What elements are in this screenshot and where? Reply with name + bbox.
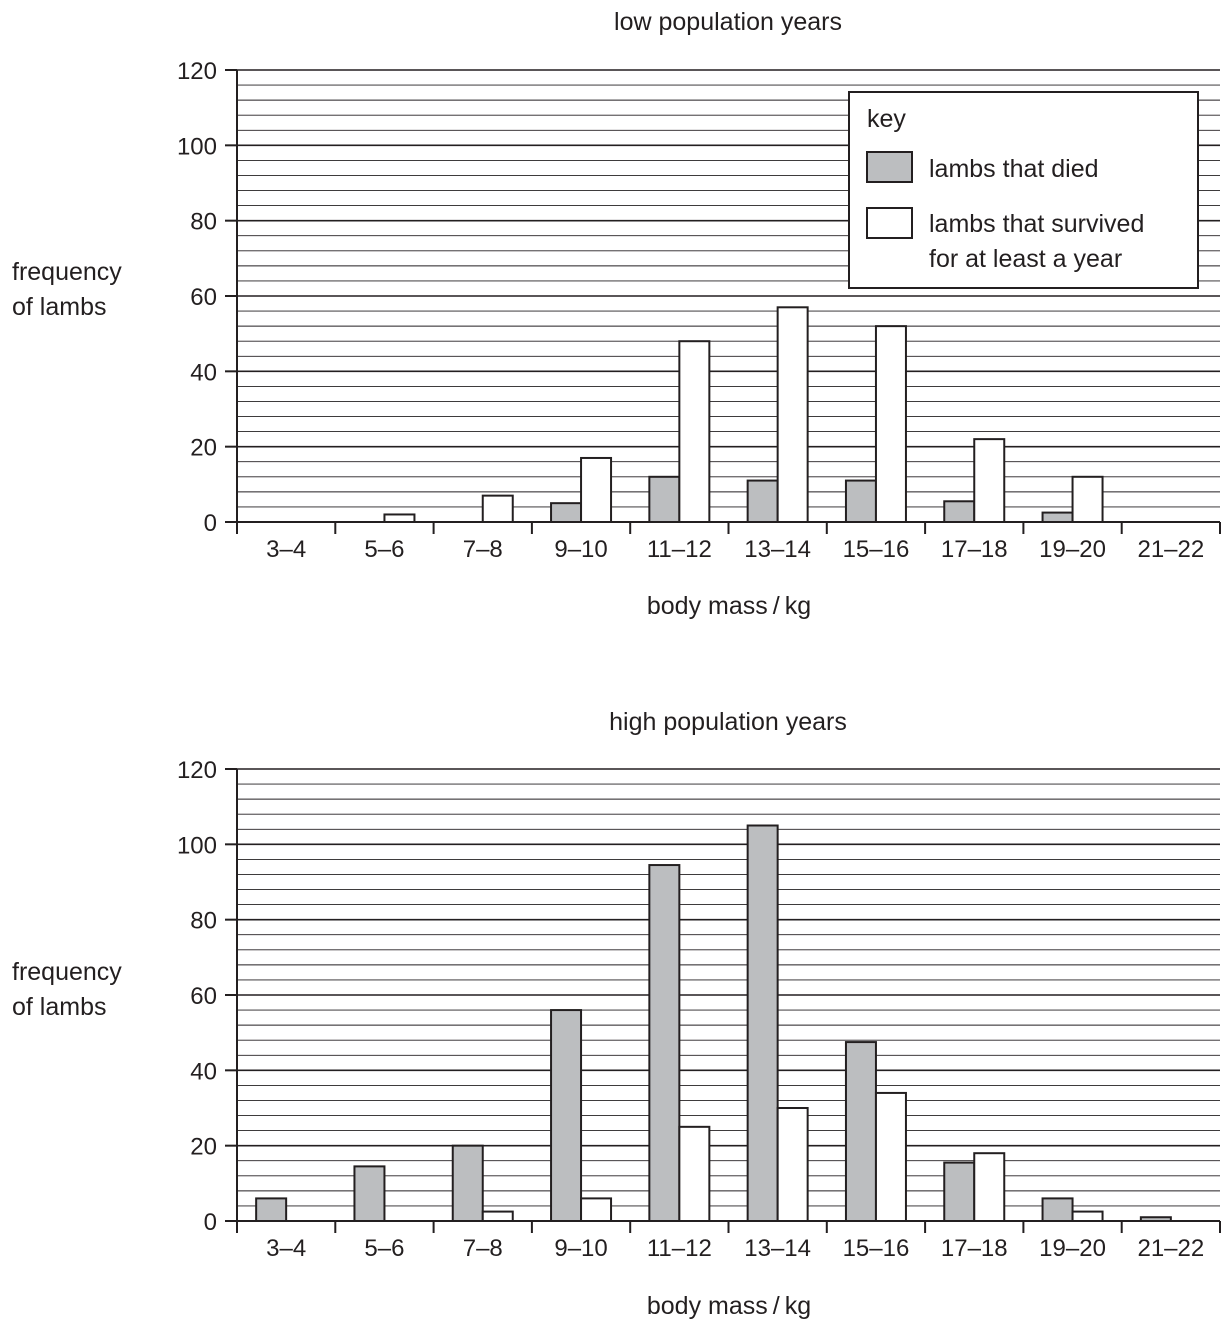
bar-died-11–12 (648, 475, 681, 523)
y-tick-label: 100 (177, 832, 217, 859)
x-tick-label: 7–8 (463, 536, 503, 563)
y-tick-labels: 0 20 40 60 80 100 120 (177, 58, 217, 537)
y-tick-label: 80 (190, 908, 217, 935)
x-tick-label: 3–4 (266, 536, 306, 563)
legend-label-survived-line2: for at least a year (929, 245, 1122, 273)
y-tick-label: 120 (177, 58, 217, 85)
x-tick-label: 15–16 (843, 1235, 910, 1262)
legend: key lambs that died lambs that survived … (848, 91, 1199, 289)
bars (255, 824, 1172, 1223)
y-tick-labels: 0 20 40 60 80 100 120 (177, 757, 217, 1236)
x-tick-label: 19–20 (1039, 1235, 1106, 1262)
axes (225, 768, 1221, 1233)
x-tick-label: 9–10 (554, 536, 607, 563)
y-tick-label: 80 (190, 209, 217, 236)
y-axis-label-line1: frequency (12, 958, 122, 986)
bar-survived-9–10 (580, 456, 613, 524)
bar-survived-17–18 (973, 438, 1006, 523)
x-tick-label: 21–22 (1137, 536, 1204, 563)
legend-title: key (867, 105, 906, 133)
y-tick-label: 20 (190, 435, 217, 462)
bar-died-11–12 (648, 864, 681, 1222)
chart-title: low population years (614, 8, 842, 36)
x-tick-label: 7–8 (463, 1235, 503, 1262)
x-tick-label: 19–20 (1039, 536, 1106, 563)
bar-survived-5–6 (383, 513, 416, 524)
bar-survived-19–20 (1071, 475, 1104, 523)
bar-survived-15–16 (874, 325, 907, 523)
x-tick-label: 5–6 (364, 536, 404, 563)
bar-survived-9–10 (580, 1197, 613, 1223)
bar-survived-13–14 (776, 1107, 809, 1222)
y-tick-label: 40 (190, 1058, 217, 1085)
gridlines (237, 768, 1220, 1207)
y-tick-label: 40 (190, 359, 217, 386)
legend-swatch-died (866, 151, 913, 183)
x-tick-label: 17–18 (941, 536, 1008, 563)
x-tick-label: 15–16 (843, 536, 910, 563)
bar-survived-17–18 (973, 1152, 1006, 1222)
x-tick-label: 13–14 (744, 536, 811, 563)
low-population-chart: low population years frequency of lambs … (12, 8, 1221, 620)
y-tick-label: 100 (177, 133, 217, 160)
axes (225, 69, 1221, 534)
x-tick-labels: 3–4 5–6 7–8 9–10 11–12 13–14 15–16 17–18 19–20 21… (266, 536, 1204, 563)
bar-died-13–14 (746, 479, 779, 524)
y-tick-label: 120 (177, 757, 217, 784)
bar-died-3–4 (255, 1197, 288, 1223)
y-tick-label: 20 (190, 1134, 217, 1161)
high-population-chart: high population years frequency of lambs… (12, 708, 1221, 1320)
bar-died-5–6 (353, 1165, 386, 1222)
x-axis-label: body mass / kg (647, 592, 811, 620)
y-axis-label-line2: of lambs (12, 993, 106, 1021)
bar-died-15–16 (844, 479, 877, 524)
bar-died-17–18 (943, 1161, 976, 1223)
bar-survived-19–20 (1071, 1210, 1104, 1223)
bar-survived-15–16 (874, 1091, 907, 1223)
x-axis-label: body mass / kg (647, 1292, 811, 1320)
x-tick-label: 3–4 (266, 1235, 306, 1262)
bar-died-9–10 (550, 1009, 583, 1222)
legend-swatch-survived (866, 207, 913, 239)
x-tick-label: 17–18 (941, 1235, 1008, 1262)
bar-died-7–8 (451, 1144, 484, 1222)
bar-survived-7–8 (481, 1210, 514, 1223)
bars (383, 306, 1104, 524)
bar-died-17–18 (943, 500, 976, 523)
bar-died-19–20 (1041, 1197, 1074, 1223)
x-tick-label: 9–10 (554, 1235, 607, 1262)
x-tick-label: 21–22 (1137, 1235, 1204, 1262)
x-tick-label: 13–14 (744, 1235, 811, 1262)
bar-survived-7–8 (481, 494, 514, 523)
y-tick-label: 0 (204, 1209, 217, 1236)
chart-title: high population years (609, 708, 847, 736)
y-tick-label: 0 (204, 510, 217, 537)
y-axis-label-line2: of lambs (12, 293, 106, 321)
y-axis-label-line1: frequency (12, 258, 122, 286)
legend-box (848, 91, 1199, 289)
legend-label-survived-line1: lambs that survived (929, 210, 1144, 238)
y-tick-label: 60 (190, 983, 217, 1010)
bar-survived-11–12 (678, 1125, 711, 1223)
bar-died-19–20 (1041, 511, 1074, 523)
bar-died-9–10 (550, 502, 583, 523)
bar-survived-11–12 (678, 340, 711, 524)
x-tick-labels: 3–4 5–6 7–8 9–10 11–12 13–14 15–16 17–18 19–20 21… (266, 1235, 1204, 1262)
y-tick-label: 60 (190, 284, 217, 311)
x-tick-label: 11–12 (647, 1235, 712, 1262)
legend-label-died: lambs that died (929, 155, 1099, 183)
bar-died-13–14 (746, 824, 779, 1222)
x-tick-label: 5–6 (364, 1235, 404, 1262)
bar-survived-13–14 (776, 306, 809, 523)
bar-died-15–16 (844, 1041, 877, 1223)
x-tick-label: 11–12 (647, 536, 712, 563)
